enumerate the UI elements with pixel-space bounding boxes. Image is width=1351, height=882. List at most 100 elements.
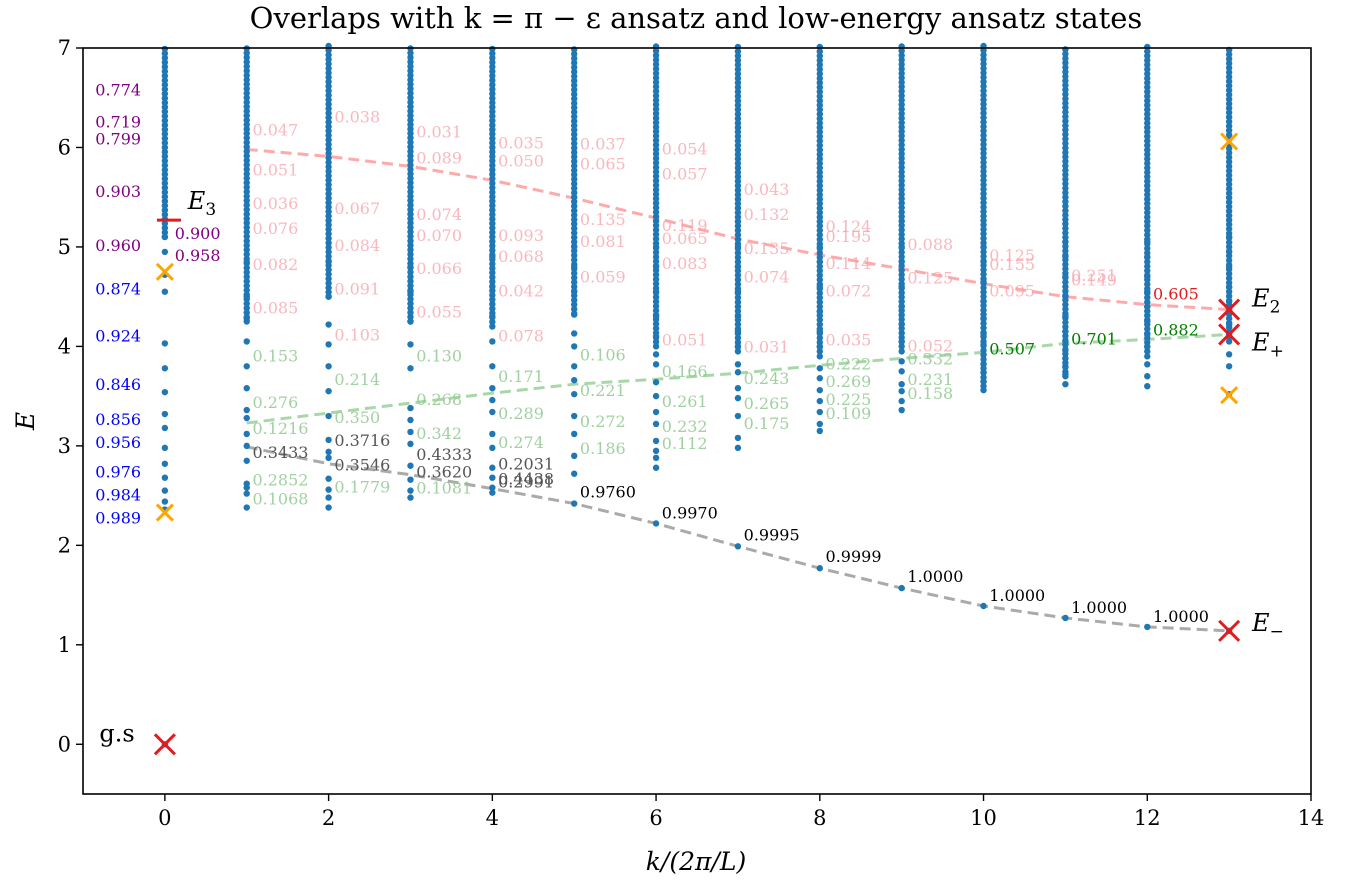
spectrum-point bbox=[1062, 50, 1069, 58]
spectrum-point bbox=[489, 175, 496, 182]
spectrum-point bbox=[816, 308, 823, 315]
spectrum-point bbox=[407, 269, 414, 276]
spectrum-point bbox=[325, 208, 332, 215]
spectrum-point bbox=[816, 348, 823, 355]
spectrum-point bbox=[325, 145, 332, 153]
spectrum-point bbox=[325, 321, 332, 328]
spectrum-point bbox=[652, 437, 660, 445]
overlap-label-pink: 0.124 bbox=[826, 217, 872, 236]
spectrum-point bbox=[571, 296, 578, 304]
spectrum-point bbox=[980, 105, 987, 112]
spectrum-point bbox=[571, 149, 578, 156]
spectrum-point bbox=[1225, 216, 1233, 224]
spectrum-point bbox=[243, 121, 250, 128]
overlap-label-gray: 0.2031 bbox=[498, 455, 554, 474]
spectrum-point bbox=[1062, 140, 1069, 147]
spectrum-point bbox=[1144, 106, 1151, 113]
spectrum-point bbox=[243, 152, 250, 160]
spectrum-point bbox=[898, 105, 905, 113]
spectrum-point bbox=[1225, 78, 1233, 85]
spectrum-point bbox=[1225, 225, 1233, 233]
spectrum-point bbox=[734, 384, 742, 392]
overlap-label-gray: 0.9760 bbox=[580, 483, 636, 502]
spectrum-point bbox=[652, 92, 660, 99]
spectrum-point bbox=[734, 243, 742, 251]
spectrum-point bbox=[571, 108, 578, 116]
spectrum-point bbox=[161, 139, 169, 147]
spectrum-point bbox=[489, 166, 496, 174]
spectrum-point bbox=[407, 112, 414, 119]
spectrum-point bbox=[489, 50, 496, 57]
plot-frame bbox=[82, 47, 1312, 795]
spectrum-point bbox=[243, 125, 250, 133]
x-tick-label: 0 bbox=[158, 806, 171, 830]
spectrum-point bbox=[1062, 229, 1069, 237]
overlap-label-pink: 0.037 bbox=[580, 134, 626, 153]
spectrum-point bbox=[407, 130, 414, 137]
spectrum-point bbox=[652, 243, 660, 251]
spectrum-point bbox=[1144, 353, 1151, 360]
spectrum-point bbox=[816, 267, 823, 275]
spectrum-point bbox=[1144, 204, 1151, 212]
spectrum-point bbox=[1144, 88, 1151, 95]
spectrum-point bbox=[980, 208, 987, 215]
spectrum-point bbox=[571, 263, 578, 271]
spectrum-point bbox=[243, 338, 250, 345]
spectrum-point bbox=[161, 202, 169, 209]
spectrum-point bbox=[734, 204, 742, 212]
spectrum-point bbox=[980, 324, 987, 332]
spectrum-point bbox=[1062, 162, 1069, 170]
spectrum-point bbox=[1144, 303, 1151, 310]
spectrum-point bbox=[1225, 248, 1233, 256]
spectrum-point bbox=[489, 313, 496, 320]
spectrum-point bbox=[1144, 84, 1151, 91]
spectrum-point bbox=[489, 59, 496, 66]
spectrum-point bbox=[1225, 263, 1233, 271]
spectrum-point bbox=[161, 474, 169, 481]
overlap-label-k0: 0.903 bbox=[95, 182, 141, 201]
spectrum-point bbox=[816, 106, 823, 113]
overlap-label-pink: 0.089 bbox=[416, 148, 462, 167]
spectrum-point bbox=[652, 307, 660, 314]
spectrum-point bbox=[734, 361, 742, 368]
spectrum-point bbox=[489, 484, 496, 491]
spectrum-point bbox=[1062, 279, 1069, 286]
spectrum-point bbox=[1225, 275, 1233, 282]
spectrum-point bbox=[489, 193, 496, 200]
spectrum-point bbox=[325, 56, 332, 63]
overlap-label-k0: 0.984 bbox=[95, 486, 141, 505]
spectrum-point bbox=[734, 97, 742, 104]
spectrum-point bbox=[407, 416, 414, 424]
spectrum-point bbox=[489, 54, 496, 62]
spectrum-point bbox=[571, 59, 578, 67]
spectrum-point bbox=[1062, 144, 1069, 152]
spectrum-point bbox=[816, 124, 823, 131]
spectrum-point bbox=[734, 258, 742, 266]
spectrum-point bbox=[652, 128, 660, 135]
spectrum-point bbox=[1062, 216, 1069, 223]
spectrum-point bbox=[325, 288, 332, 296]
spectrum-point bbox=[243, 442, 250, 450]
spectrum-point bbox=[1062, 176, 1069, 183]
spectrum-point bbox=[652, 199, 660, 207]
overlap-label-green: 0.106 bbox=[580, 345, 626, 364]
spectrum-point bbox=[898, 208, 905, 216]
spectrum-point bbox=[652, 195, 660, 202]
x-tick-label: 2 bbox=[322, 806, 335, 830]
spectrum-point bbox=[161, 144, 169, 151]
overlap-label-green: 0.265 bbox=[744, 394, 790, 413]
spectrum-point bbox=[489, 153, 496, 160]
spectrum-point bbox=[1144, 187, 1151, 194]
spectrum-point bbox=[898, 213, 905, 220]
overlap-label-gray: 0.2991 bbox=[498, 473, 554, 492]
spectrum-point bbox=[407, 166, 414, 173]
spectrum-point bbox=[734, 218, 742, 225]
spectrum-point bbox=[734, 249, 742, 257]
spectrum-point bbox=[243, 49, 250, 57]
spectrum-point bbox=[407, 228, 414, 236]
overlap-label-pink: 0.031 bbox=[744, 337, 790, 356]
spectrum-point bbox=[571, 452, 578, 460]
spectrum-point bbox=[243, 184, 250, 191]
spectrum-point bbox=[816, 353, 823, 360]
spectrum-point bbox=[407, 81, 414, 88]
